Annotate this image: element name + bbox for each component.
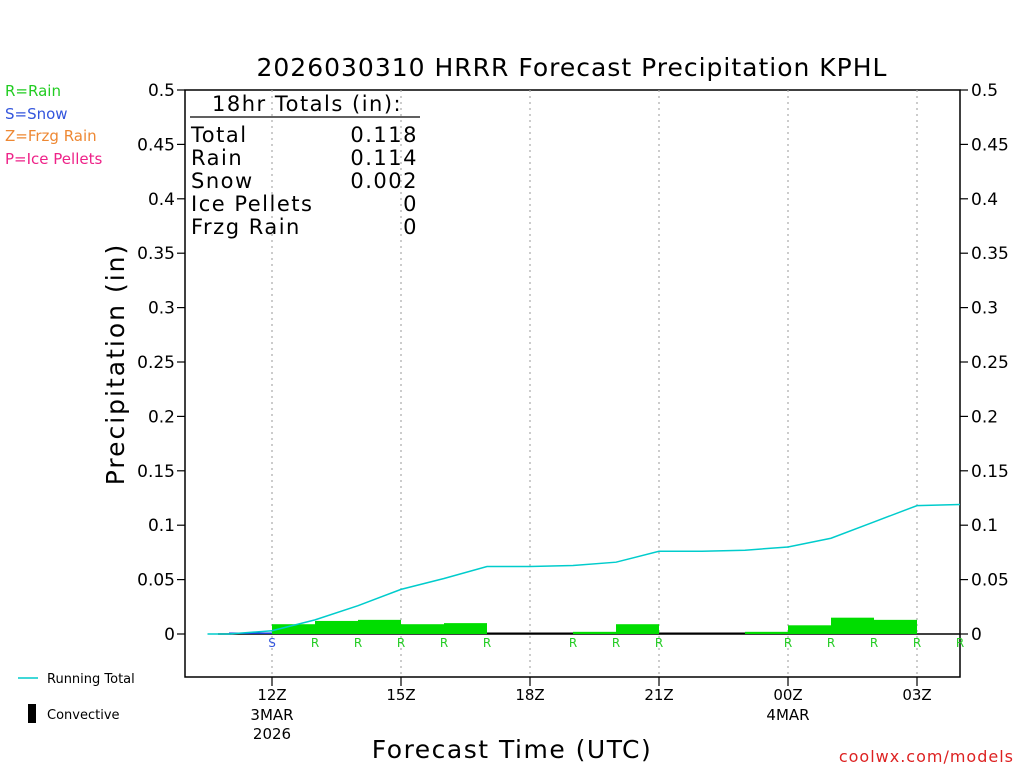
y-tick-label-right: 0.25 (971, 353, 1009, 373)
precip-type-label: R (956, 636, 964, 650)
precip-bar (573, 631, 616, 634)
x-tick-label: 15Z (386, 686, 415, 704)
y-tick-label-left: 0.25 (137, 353, 175, 373)
totals-snow-label: Snow (191, 169, 254, 193)
precip-type-label: R (870, 636, 878, 650)
y-tick-label-right: 0.1 (971, 516, 998, 536)
x-tick-date: 3MAR (250, 706, 293, 724)
y-tick-label-right: 0.45 (971, 135, 1009, 155)
precip-bar (616, 624, 659, 634)
precip-type-label: R (354, 636, 362, 650)
legend-ice-pellets: P=Ice Pellets (5, 150, 102, 168)
credit-text: coolwx.com/models (839, 747, 1014, 766)
precip-type-label: R (397, 636, 405, 650)
x-tick-label: 18Z (515, 686, 544, 704)
y-tick-label-right: 0 (971, 625, 982, 645)
precip-bar (530, 632, 573, 634)
precip-type-label: R (440, 636, 448, 650)
totals-ice-pellets-value: 0 (403, 192, 418, 216)
y-axis: 0 00.05 0.050.1 0.10.15 0.150.2 0.20.25 0.250.… (137, 81, 1009, 645)
precip-bar (229, 632, 272, 634)
x-tick-label: 12Z (257, 686, 286, 704)
plot-frame (184, 89, 961, 678)
totals-total-value: 0.118 (350, 123, 418, 147)
precip-bar (831, 617, 874, 634)
precip-type-label: R (655, 636, 663, 650)
x-tick-label: 03Z (902, 686, 931, 704)
totals-rain-value: 0.114 (350, 146, 418, 170)
y-tick-label-right: 0.3 (971, 299, 998, 319)
y-tick-label-right: 0.05 (971, 571, 1009, 591)
precip-bar (702, 632, 745, 634)
y-axis-label: Precipitation (in) (101, 243, 130, 486)
x-tick-year: 2026 (253, 725, 291, 743)
precip-type-label: R (827, 636, 835, 650)
precip-bar (401, 624, 444, 634)
totals-snow-value: 0.002 (350, 169, 418, 193)
precip-bar (444, 623, 487, 634)
x-tick-label: 00Z (773, 686, 802, 704)
precip-bar (874, 619, 917, 634)
precip-type-label: R (784, 636, 792, 650)
grid-layer (271, 90, 918, 677)
totals-frzg-rain-label: Frzg Rain (191, 215, 301, 239)
totals-frzg-rain-value: 0 (403, 215, 418, 239)
precip-bar (272, 624, 315, 634)
totals-total-label: Total (190, 123, 248, 147)
y-tick-label-right: 0.35 (971, 244, 1009, 264)
legend-convective-label: Convective (47, 708, 120, 723)
totals-rain-label: Rain (191, 146, 243, 170)
y-tick-label-left: 0.1 (148, 516, 175, 536)
y-tick-label-left: 0.4 (148, 190, 175, 210)
precip-bar (788, 625, 831, 634)
precip-type-label: R (612, 636, 620, 650)
legend-rain: R=Rain (5, 82, 61, 100)
legend-convective-swatch (28, 704, 36, 723)
x-tick-date: 4MAR (766, 706, 809, 724)
precip-type-label: R (569, 636, 577, 650)
y-tick-label-left: 0.05 (137, 571, 175, 591)
totals-box: 18hr Totals (in): Total 0.118 Rain 0.114… (190, 92, 420, 239)
precip-type-legend: R=Rain S=Snow Z=Frzg Rain P=Ice Pellets (5, 82, 102, 168)
x-axis-label: Forecast Time (UTC) (372, 735, 652, 764)
totals-ice-pellets-label: Ice Pellets (191, 192, 313, 216)
y-tick-label-left: 0.5 (148, 81, 175, 101)
legend-frzg-rain: Z=Frzg Rain (5, 127, 97, 145)
precip-type-label: R (311, 636, 319, 650)
y-tick-label-left: 0.45 (137, 135, 175, 155)
running-total-layer (207, 503, 961, 635)
precip-bar (358, 619, 401, 634)
x-tick-label: 21Z (644, 686, 673, 704)
y-tick-label-left: 0.35 (137, 244, 175, 264)
y-tick-label-right: 0.5 (971, 81, 998, 101)
series-legend: Running Total Convective (18, 672, 135, 723)
precip-type-label: S (268, 636, 276, 650)
legend-running-total-label: Running Total (47, 672, 135, 687)
y-tick-label-right: 0.4 (971, 190, 998, 210)
precip-bar (487, 632, 530, 634)
y-tick-label-left: 0.2 (148, 407, 175, 427)
y-tick-label-left: 0.3 (148, 299, 175, 319)
precip-bar (315, 620, 358, 634)
y-tick-label-right: 0.15 (971, 462, 1009, 482)
legend-snow: S=Snow (5, 105, 68, 123)
y-tick-label-left: 0.15 (137, 462, 175, 482)
y-tick-label-left: 0 (164, 625, 175, 645)
precip-bar (659, 632, 702, 634)
y-tick-label-right: 0.2 (971, 407, 998, 427)
precip-bar (745, 631, 788, 634)
precip-type-label: R (483, 636, 491, 650)
totals-heading: 18hr Totals (in): (212, 92, 402, 116)
precip-type-label: R (913, 636, 921, 650)
chart-title: 2026030310 HRRR Forecast Precipitation K… (256, 53, 887, 82)
running-total-line (207, 503, 961, 635)
